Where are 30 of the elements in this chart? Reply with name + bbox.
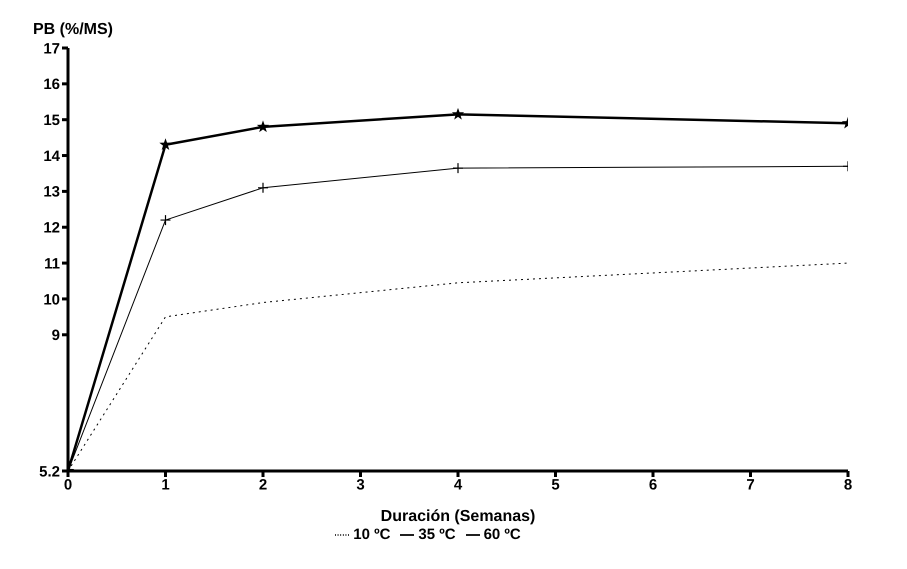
point: [257, 182, 269, 194]
point: [159, 138, 172, 150]
x-axis-title: Duración (Semanas): [380, 508, 536, 525]
x-tick-label: 1: [161, 476, 170, 494]
y-tick-label: 12: [43, 220, 60, 237]
point: [452, 162, 464, 174]
y-tick-label: 5.2: [39, 463, 60, 480]
y-tick-label: 9: [52, 327, 60, 344]
x-tick-label: 4: [454, 476, 463, 494]
legend-label: 10 ºC: [353, 526, 390, 543]
point: [256, 120, 270, 132]
legend-label: 35 ºC: [418, 526, 456, 543]
x-tick-label: 0: [64, 476, 72, 494]
y-tick-label: 10: [43, 291, 60, 308]
y-tick-label: 17: [43, 40, 60, 58]
x-tick-label: 6: [648, 476, 658, 494]
x-tick-label: 8: [844, 476, 852, 494]
y-tick-label: 13: [43, 184, 60, 201]
y-tick-label: 16: [43, 76, 60, 94]
x-tick-label: 7: [746, 476, 755, 494]
y-axis-title: PB (%/MS): [33, 21, 113, 38]
y-tick-label: 11: [44, 255, 60, 272]
point: [160, 214, 172, 226]
x-tick-label: 5: [551, 476, 560, 494]
y-tick-label: 15: [43, 112, 60, 130]
point: [452, 108, 464, 120]
x-tick-label: 3: [356, 476, 365, 494]
y-tick-label: 14: [43, 148, 61, 165]
legend-label: 60 ºC: [484, 526, 521, 543]
x-tick-label: 2: [258, 476, 268, 494]
